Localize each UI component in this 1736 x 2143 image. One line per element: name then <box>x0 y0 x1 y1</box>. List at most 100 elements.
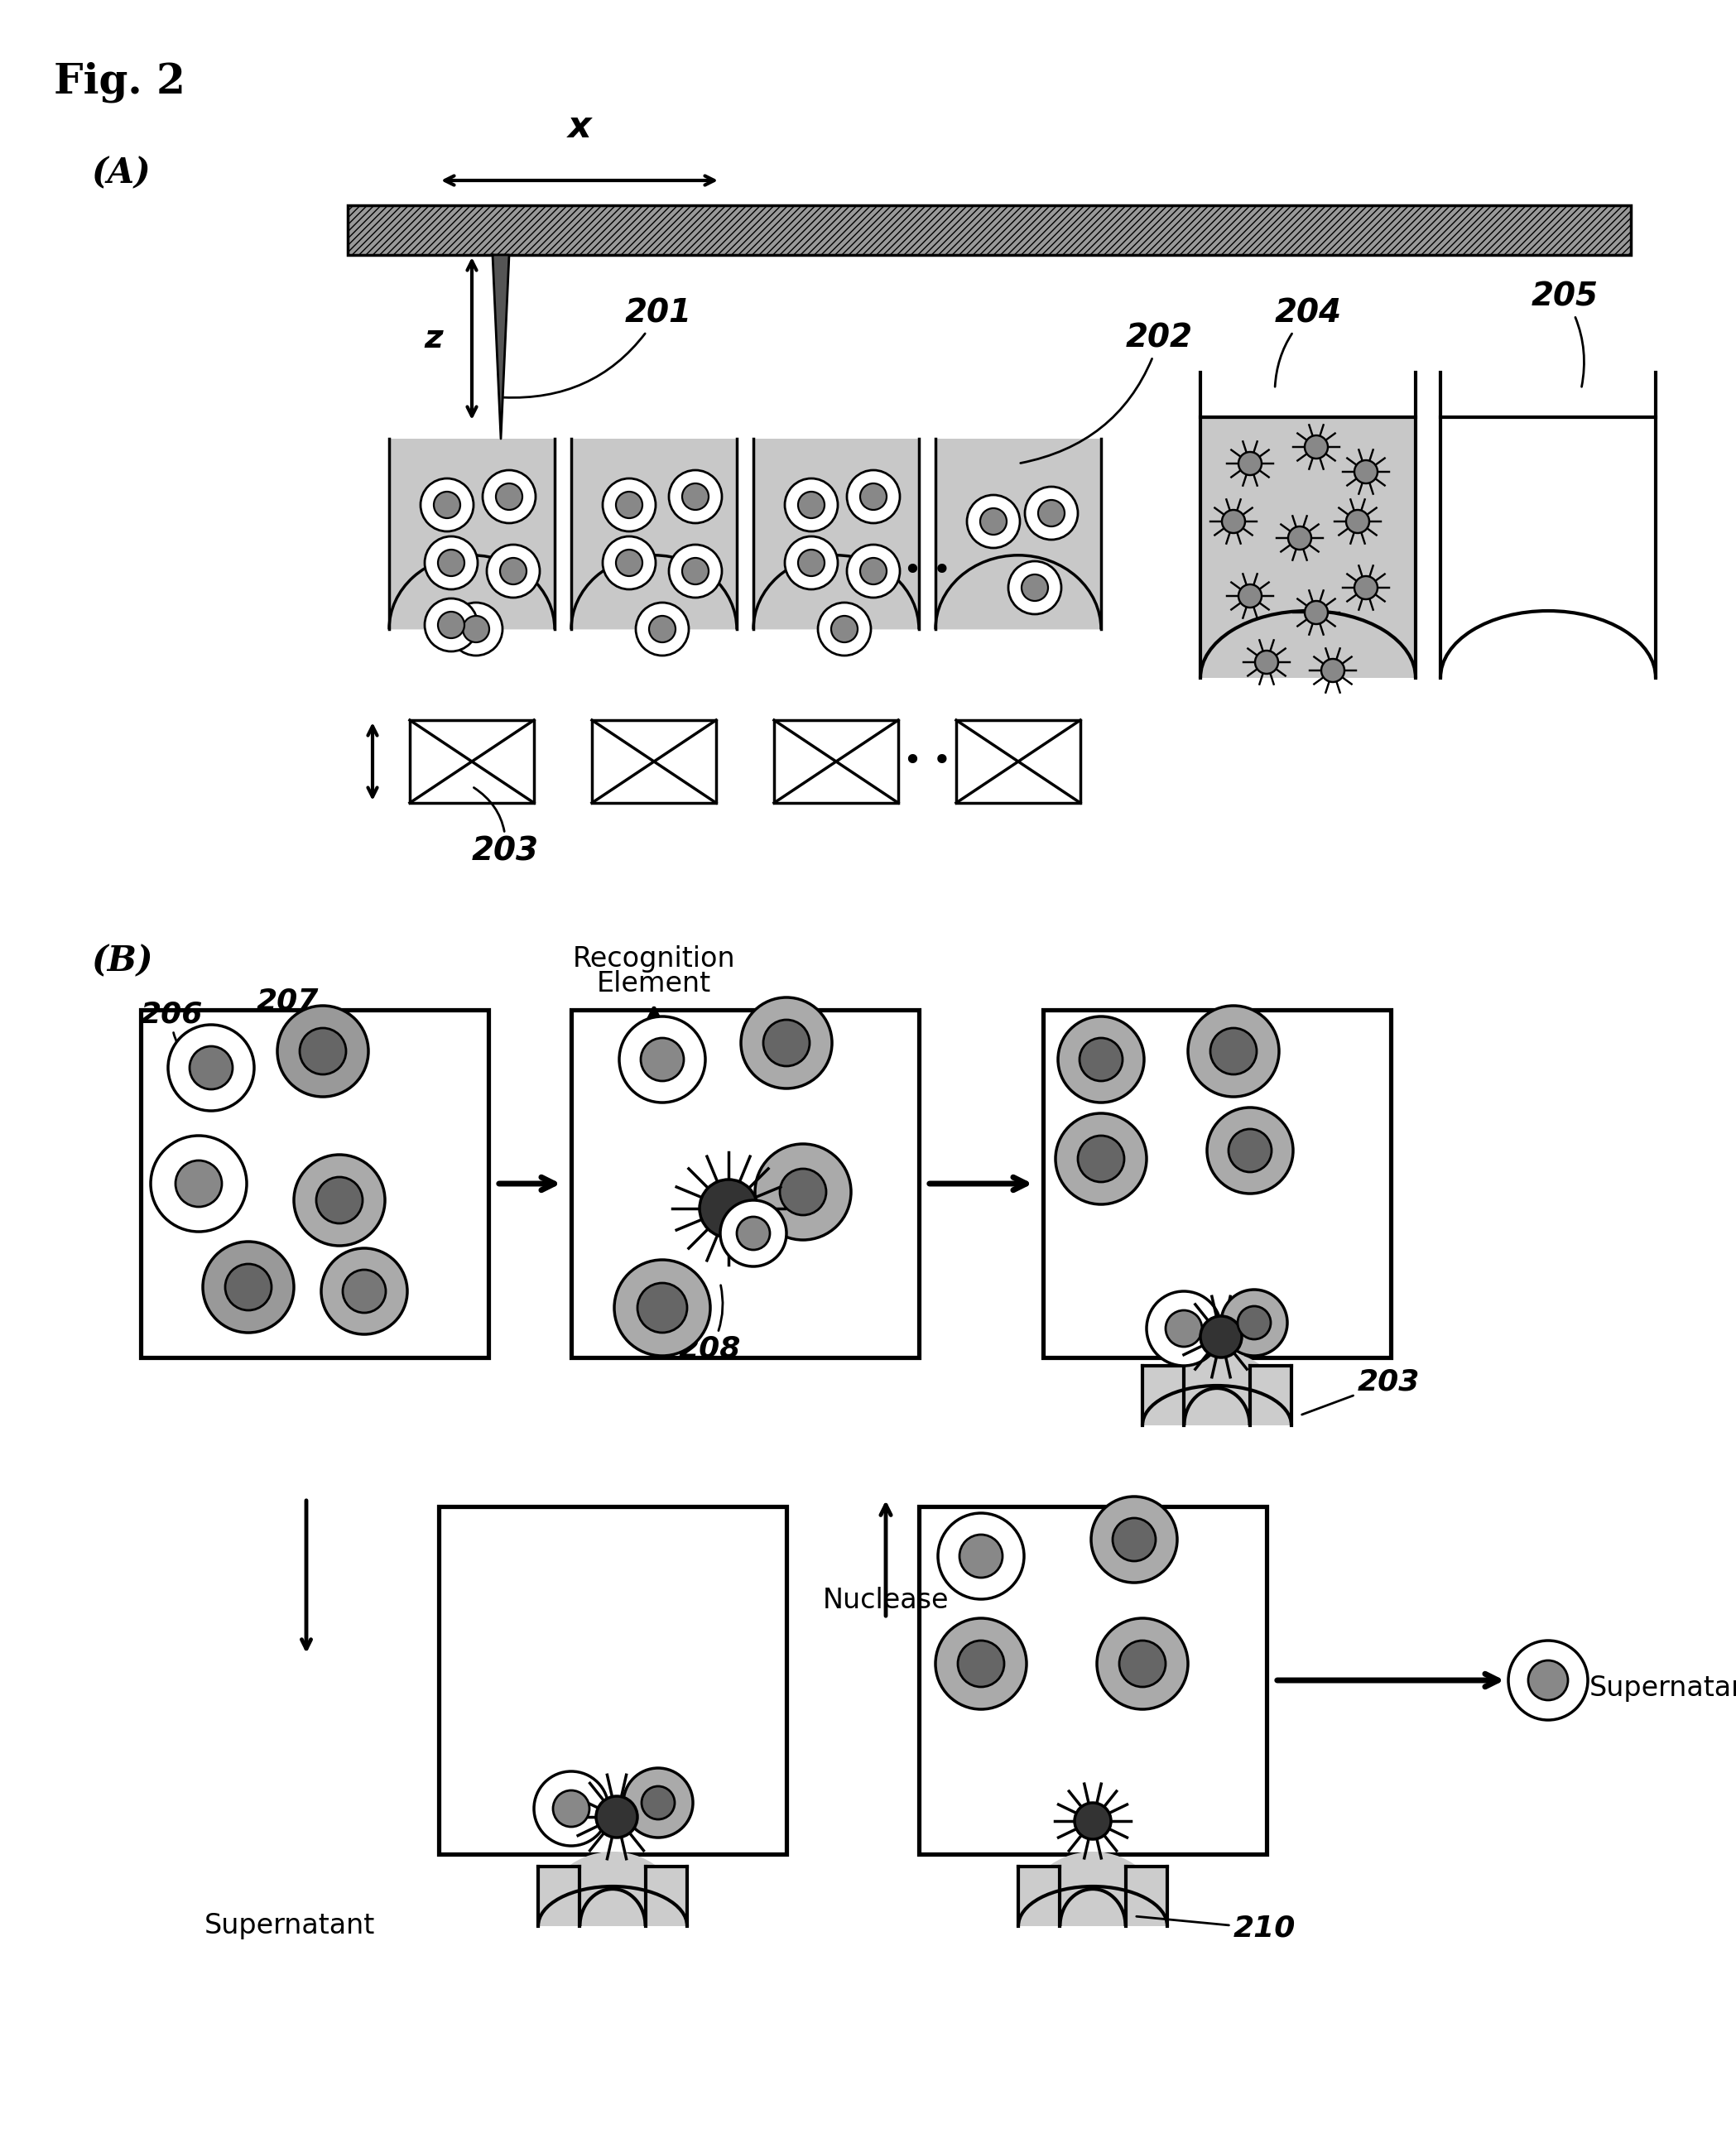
Circle shape <box>420 478 474 531</box>
Wedge shape <box>1200 570 1415 677</box>
Text: 205: 205 <box>1531 281 1599 386</box>
Bar <box>571 439 736 630</box>
Wedge shape <box>389 546 556 630</box>
Circle shape <box>1238 585 1262 609</box>
Circle shape <box>635 602 689 656</box>
Bar <box>753 439 918 630</box>
Circle shape <box>847 469 899 523</box>
Bar <box>389 439 556 630</box>
Circle shape <box>437 549 465 576</box>
Circle shape <box>641 1037 684 1080</box>
Circle shape <box>1305 600 1328 624</box>
Text: 201: 201 <box>503 298 693 399</box>
Wedge shape <box>1019 1852 1167 1927</box>
Circle shape <box>616 491 642 519</box>
Circle shape <box>1354 461 1378 484</box>
Circle shape <box>1080 1037 1123 1080</box>
Text: 210: 210 <box>1137 1914 1295 1944</box>
Circle shape <box>642 1787 675 1819</box>
Bar <box>774 720 898 804</box>
Circle shape <box>741 996 832 1089</box>
Text: 202: 202 <box>1021 324 1193 463</box>
Text: Fig. 2: Fig. 2 <box>54 62 186 103</box>
Text: (A): (A) <box>90 156 151 191</box>
Wedge shape <box>571 546 736 630</box>
Circle shape <box>1187 1005 1279 1097</box>
Circle shape <box>1345 510 1370 534</box>
Wedge shape <box>538 1852 687 1927</box>
Text: Element: Element <box>597 971 712 996</box>
Bar <box>141 1009 488 1357</box>
Circle shape <box>437 611 465 639</box>
Text: 206: 206 <box>141 1001 208 1067</box>
Circle shape <box>226 1264 271 1309</box>
Circle shape <box>1165 1309 1201 1346</box>
Bar <box>1019 1867 1167 1927</box>
Circle shape <box>720 1200 786 1267</box>
Text: 203: 203 <box>472 789 538 868</box>
Circle shape <box>483 469 536 523</box>
Circle shape <box>316 1177 363 1224</box>
Circle shape <box>496 484 523 510</box>
Bar <box>439 1507 786 1854</box>
Circle shape <box>1255 651 1278 673</box>
Circle shape <box>1057 1016 1144 1102</box>
Text: 208: 208 <box>679 1286 741 1363</box>
Circle shape <box>434 491 460 519</box>
Circle shape <box>847 544 899 598</box>
Text: • •: • • <box>903 746 951 778</box>
Circle shape <box>602 536 656 589</box>
Circle shape <box>981 508 1007 536</box>
Circle shape <box>960 1534 1002 1577</box>
Circle shape <box>1113 1517 1156 1560</box>
Circle shape <box>682 484 708 510</box>
Circle shape <box>1321 658 1344 681</box>
Circle shape <box>818 602 871 656</box>
Circle shape <box>1200 1316 1241 1357</box>
Text: Nuclease: Nuclease <box>823 1586 950 1614</box>
Circle shape <box>425 536 477 589</box>
Circle shape <box>832 615 858 643</box>
Circle shape <box>278 1005 368 1097</box>
Bar <box>936 439 1101 630</box>
Circle shape <box>755 1144 851 1241</box>
Circle shape <box>637 1284 687 1333</box>
Circle shape <box>342 1271 385 1314</box>
Circle shape <box>151 1136 247 1232</box>
Circle shape <box>649 615 675 643</box>
Bar <box>538 1867 687 1927</box>
Circle shape <box>1305 435 1328 459</box>
Circle shape <box>602 478 656 531</box>
Circle shape <box>668 544 722 598</box>
Circle shape <box>1021 574 1049 600</box>
Circle shape <box>1055 1114 1146 1204</box>
Text: Recognition: Recognition <box>573 945 736 973</box>
Text: Supernatant: Supernatant <box>205 1912 375 1939</box>
Circle shape <box>1210 1029 1257 1074</box>
Circle shape <box>554 1789 590 1826</box>
Circle shape <box>779 1168 826 1215</box>
Circle shape <box>764 1020 809 1065</box>
Circle shape <box>1075 1802 1111 1839</box>
Circle shape <box>967 495 1021 549</box>
Text: 207: 207 <box>257 988 321 1050</box>
Circle shape <box>1222 510 1245 534</box>
Wedge shape <box>936 546 1101 630</box>
Circle shape <box>799 549 825 576</box>
Circle shape <box>799 491 825 519</box>
Bar <box>1043 1009 1391 1357</box>
Circle shape <box>595 1796 637 1837</box>
Bar <box>957 720 1080 804</box>
Circle shape <box>500 557 526 585</box>
Circle shape <box>321 1247 408 1335</box>
Text: 204: 204 <box>1274 298 1342 386</box>
Circle shape <box>785 536 838 589</box>
Circle shape <box>623 1768 693 1837</box>
Circle shape <box>464 615 490 643</box>
Circle shape <box>620 1016 705 1102</box>
Wedge shape <box>1142 1350 1292 1425</box>
Circle shape <box>189 1046 233 1089</box>
Circle shape <box>1009 561 1061 615</box>
Bar <box>592 720 715 804</box>
Bar <box>1200 418 1415 677</box>
